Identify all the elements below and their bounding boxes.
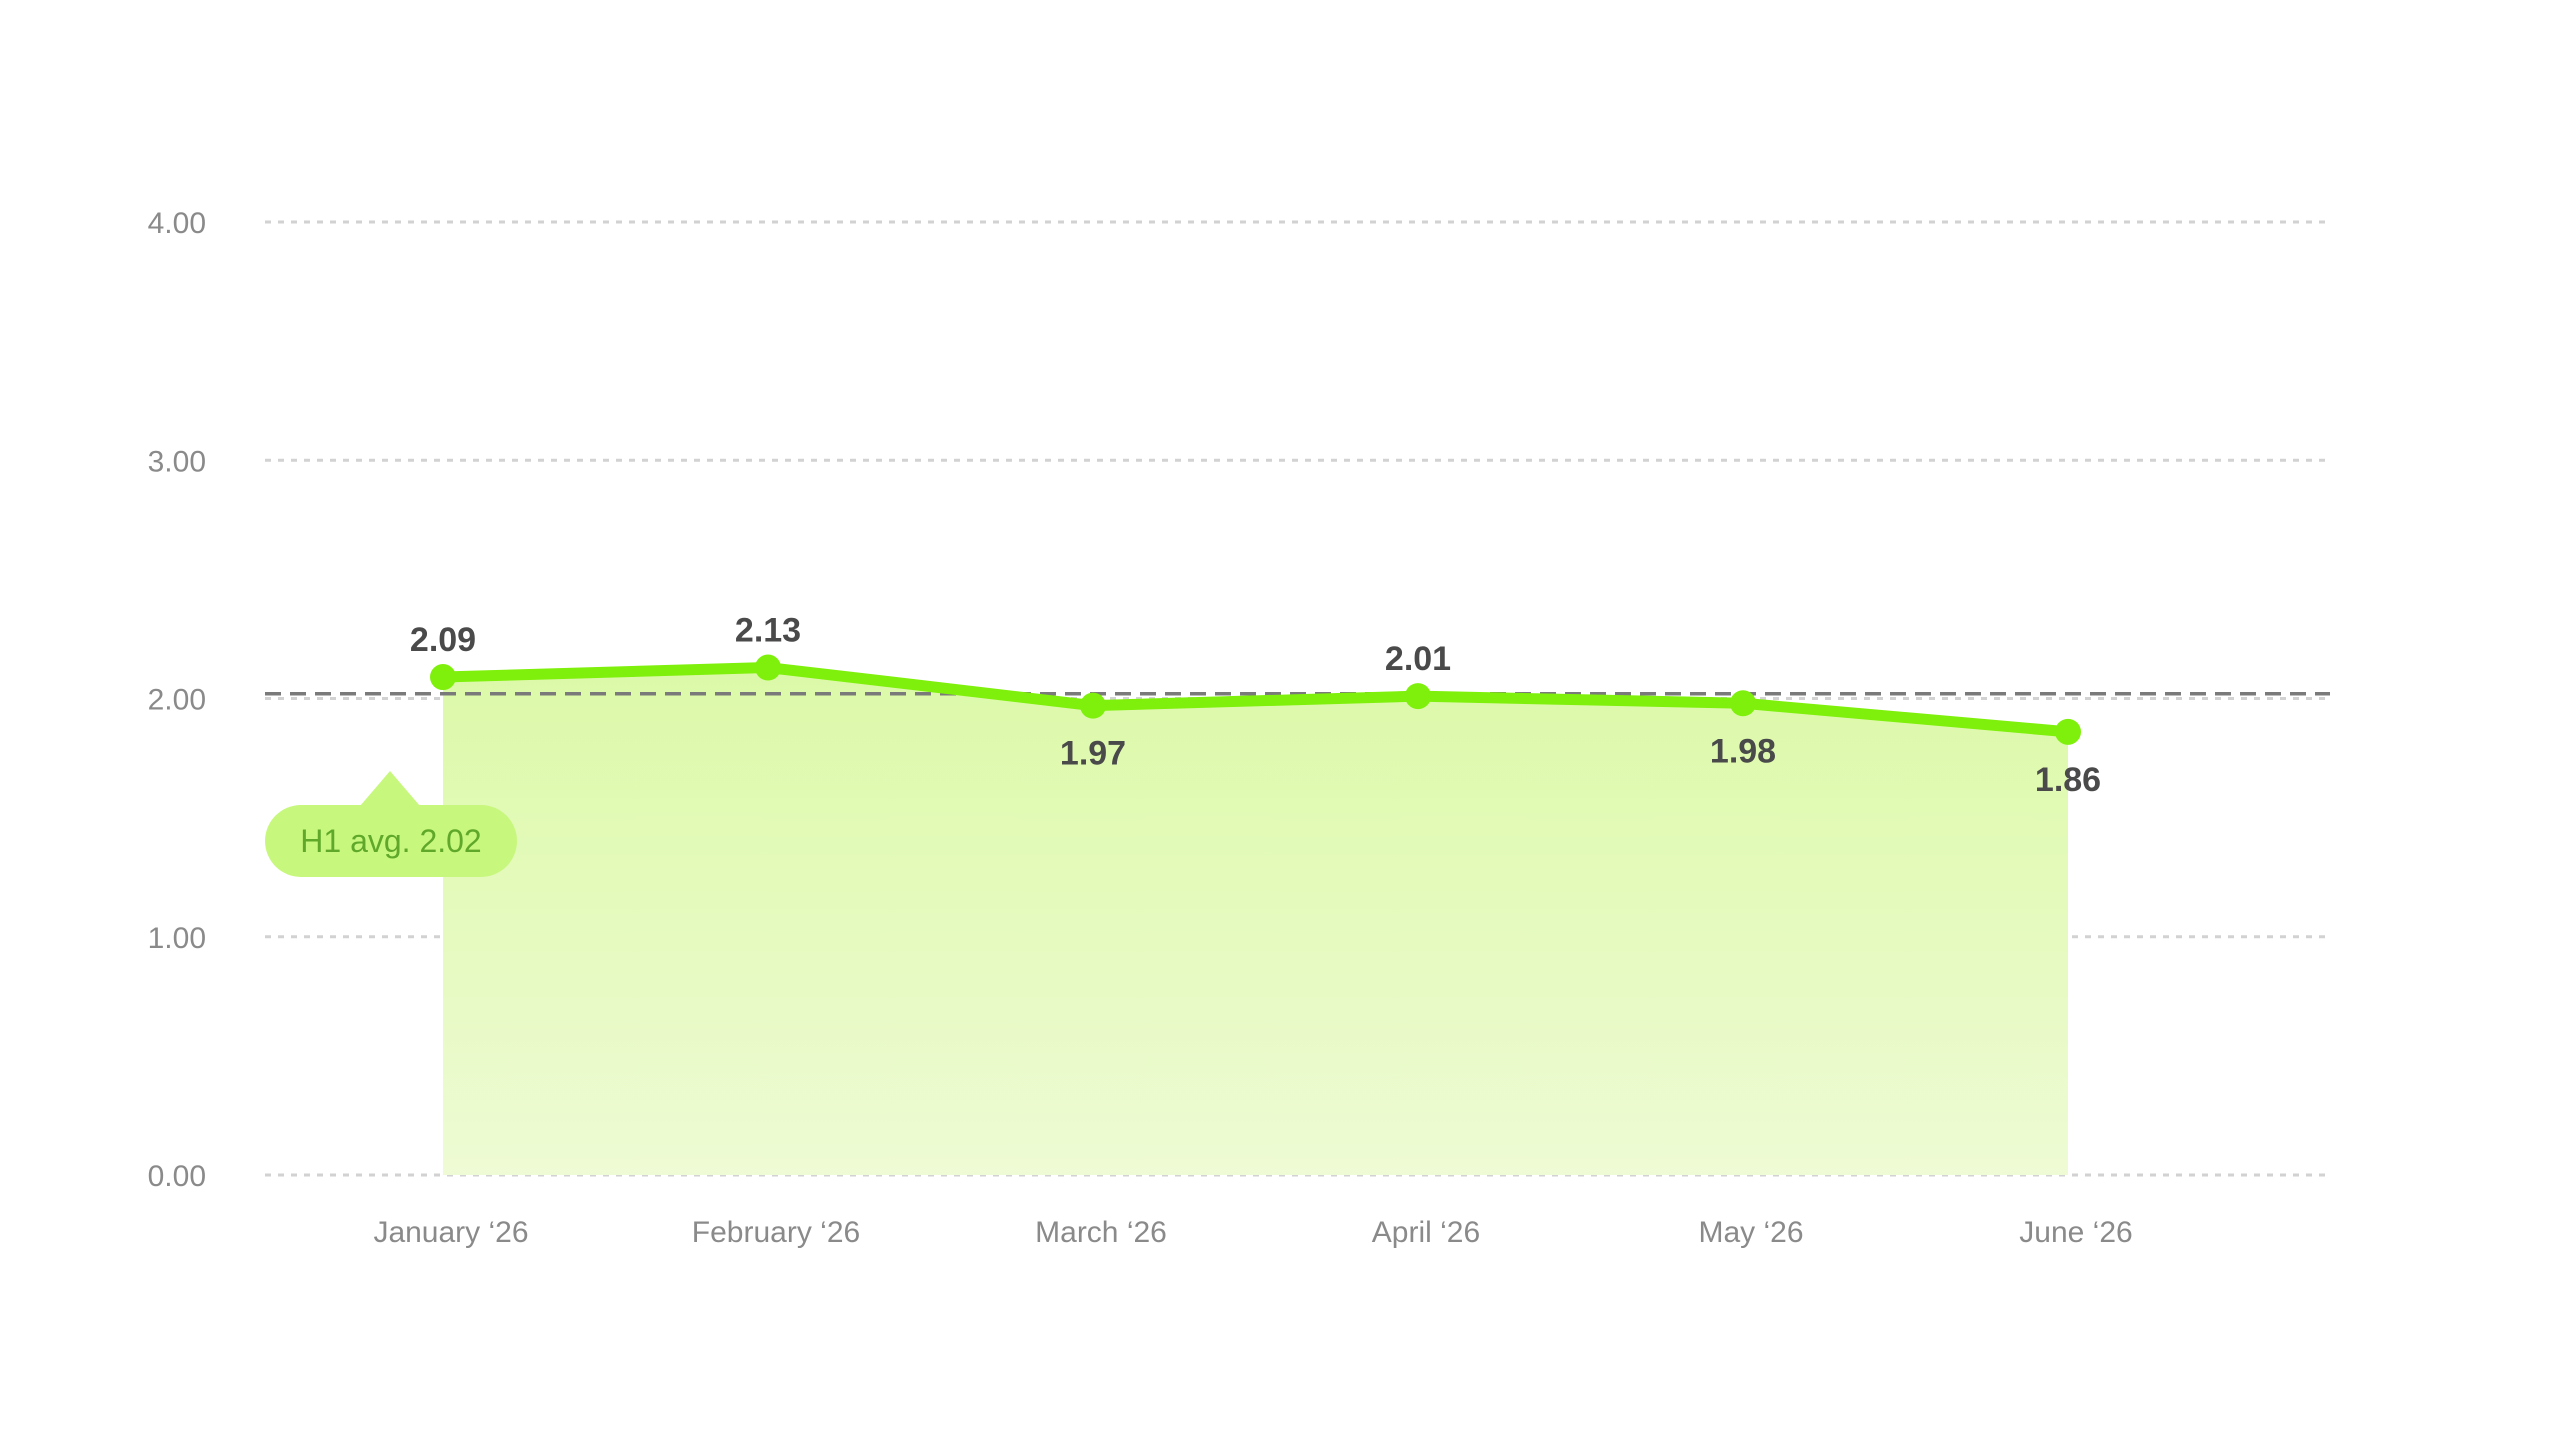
series-area bbox=[443, 667, 2068, 1175]
line-layer bbox=[437, 662, 2074, 738]
callout-pointer bbox=[360, 771, 420, 806]
x-tick-label: June ‘26 bbox=[2019, 1216, 2132, 1249]
area-layer bbox=[443, 667, 2068, 1175]
point-layer bbox=[430, 654, 2081, 745]
x-tick-label: February ‘26 bbox=[692, 1216, 860, 1249]
data-point bbox=[1730, 690, 1756, 717]
data-label: 2.01 bbox=[1385, 640, 1451, 678]
axis-layer: 0.00 1.00 2.00 3.00 4.00 January ‘26 February … bbox=[148, 207, 2133, 1249]
x-tick-label: January ‘26 bbox=[373, 1216, 528, 1249]
data-point bbox=[2055, 718, 2081, 745]
data-label: 1.98 bbox=[1710, 732, 1776, 770]
x-tick-label: May ‘26 bbox=[1698, 1216, 1803, 1249]
callout-layer: H1 avg. 2.02 bbox=[265, 771, 517, 877]
average-callout-label: H1 avg. 2.02 bbox=[300, 823, 481, 859]
y-tick-label: 2.00 bbox=[148, 684, 206, 717]
x-tick-label: March ‘26 bbox=[1035, 1216, 1167, 1249]
x-tick-label: April ‘26 bbox=[1372, 1216, 1480, 1249]
average-callout-badge bbox=[265, 805, 517, 877]
series-line bbox=[437, 662, 2074, 738]
data-point bbox=[755, 654, 781, 681]
data-point bbox=[1405, 683, 1431, 710]
data-point bbox=[430, 664, 456, 691]
data-label: 2.09 bbox=[410, 621, 476, 659]
data-label: 2.13 bbox=[735, 612, 801, 650]
y-tick-label: 3.00 bbox=[148, 445, 206, 478]
data-label: 1.97 bbox=[1060, 735, 1126, 773]
data-point bbox=[1080, 692, 1106, 719]
label-layer: 2.09 2.13 1.97 2.01 1.98 1.86 bbox=[410, 612, 2101, 799]
y-tick-label: 1.00 bbox=[148, 922, 206, 955]
data-label: 1.86 bbox=[2035, 761, 2101, 799]
y-tick-label: 0.00 bbox=[148, 1160, 206, 1193]
y-tick-label: 4.00 bbox=[148, 207, 206, 240]
